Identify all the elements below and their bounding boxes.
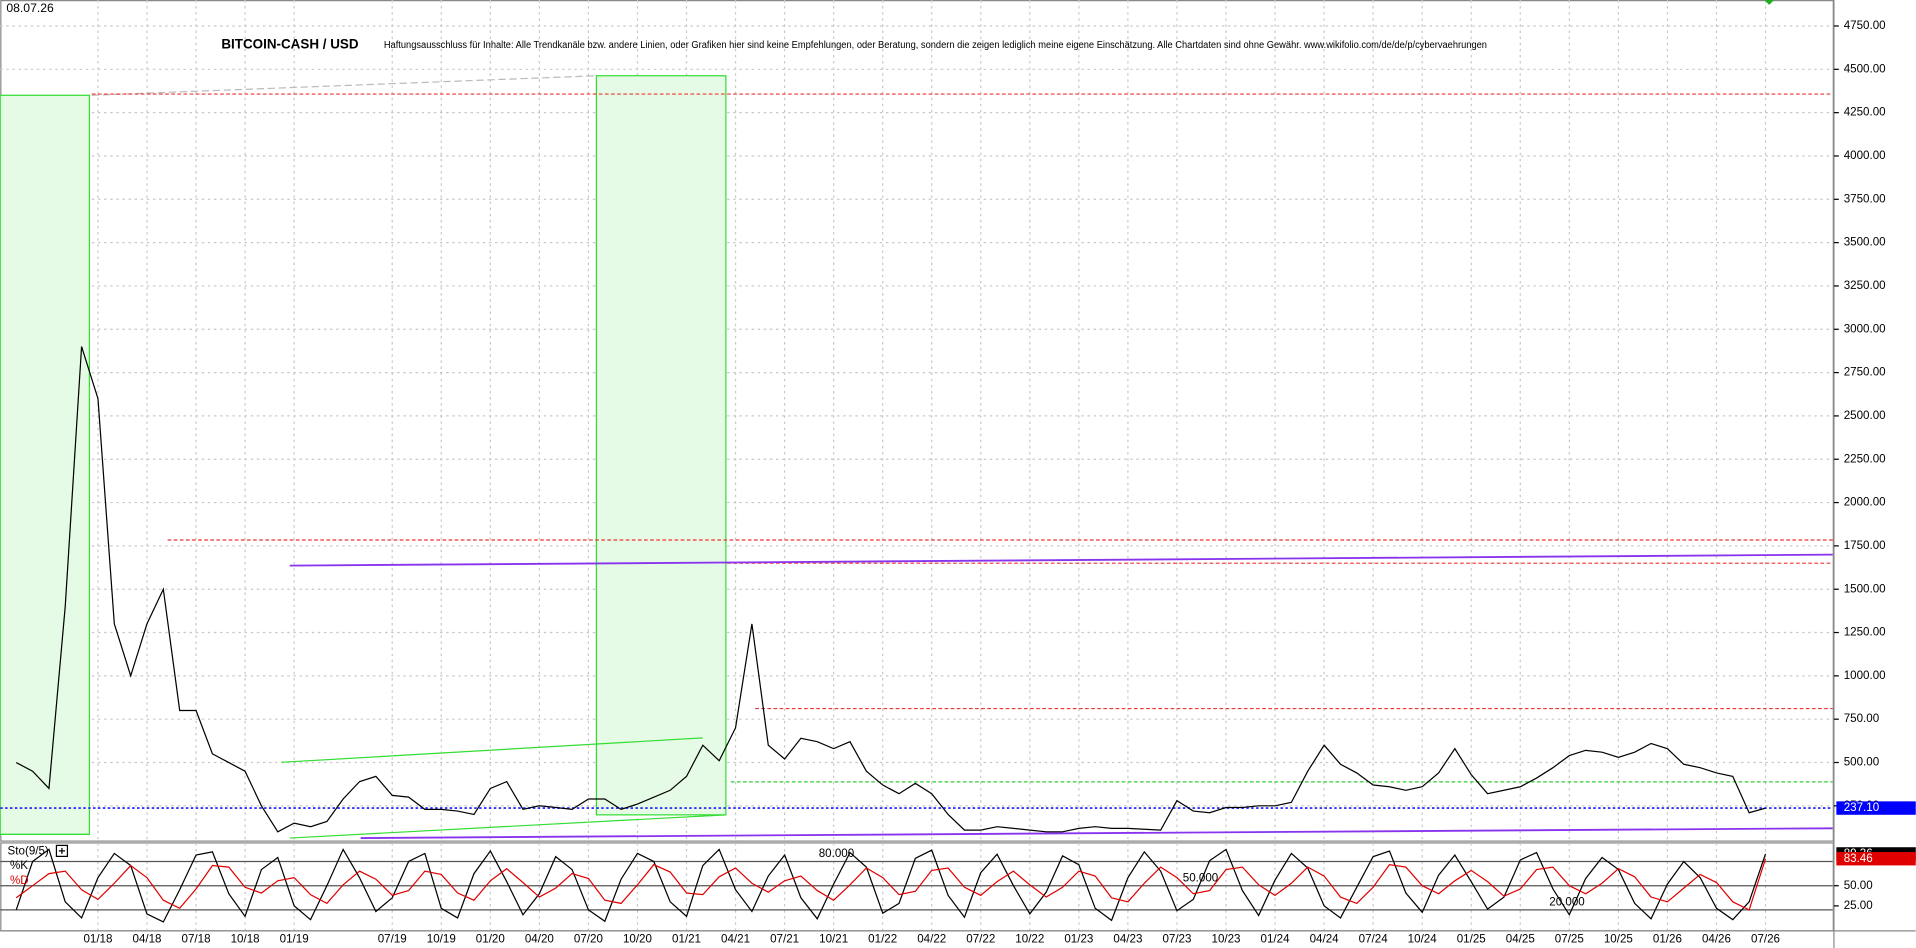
level-label: 80.000 (819, 847, 854, 860)
x-tick-label: 04/24 (1310, 933, 1340, 946)
y-tick-label: 1500.00 (1844, 582, 1886, 595)
y-tick-label: 4000.00 (1844, 149, 1886, 162)
value-box (1836, 851, 1916, 866)
x-tick-label: 04/20 (525, 933, 554, 946)
x-tick-label: 07/19 (378, 933, 407, 946)
y-tick-label: 1750.00 (1844, 539, 1886, 552)
x-tick-label: 01/23 (1064, 933, 1093, 946)
x-tick-label: 10/19 (427, 933, 456, 946)
x-tick-label: 07/20 (574, 933, 603, 946)
x-tick-label: 10/25 (1604, 933, 1633, 946)
x-tick-label: 10/20 (623, 933, 652, 946)
y-tick-label: 3750.00 (1844, 192, 1886, 205)
x-tick-label: 07/18 (182, 933, 211, 946)
x-tick-label: 10/24 (1408, 933, 1438, 946)
value-box (1836, 801, 1916, 815)
x-tick-label: 01/21 (672, 933, 701, 946)
x-tick-label: 10/21 (819, 933, 848, 946)
data-line (15, 848, 1767, 923)
x-tick-label: 01/25 (1457, 933, 1486, 946)
x-tick-label: 10/22 (1015, 933, 1044, 946)
y-tick-label: 2000.00 (1844, 496, 1886, 509)
highlight-box (595, 75, 727, 816)
value-box-label: 237.10 (1844, 801, 1879, 814)
x-tick-label: 04/18 (132, 933, 161, 946)
legend-label: %K (10, 859, 28, 872)
y-tick-label: 4500.00 (1844, 62, 1886, 75)
channel-line (289, 553, 1833, 567)
y-tick-label: 3000.00 (1844, 322, 1886, 335)
x-tick-label: 01/20 (476, 933, 505, 946)
marker (1764, 0, 1775, 5)
x-tick-label: 01/24 (1261, 933, 1291, 946)
channel-line (360, 827, 1833, 839)
y-tick-label: 25.00 (1844, 899, 1873, 912)
trend-line (289, 814, 726, 839)
date-label: 08.07.26 (6, 1, 54, 15)
plot (0, 346, 1833, 923)
data-line (15, 346, 1766, 833)
y-tick-label: 3500.00 (1844, 236, 1886, 249)
x-tick-label: 01/19 (280, 933, 309, 946)
x-tick-label: 01/18 (83, 933, 112, 946)
x-tick-label: 04/22 (917, 933, 946, 946)
x-tick-label: 07/25 (1555, 933, 1584, 946)
indicator-title: Sto(9/5) (8, 845, 49, 858)
plus-icon (58, 847, 65, 854)
y-tick-label: 1250.00 (1844, 626, 1886, 639)
chart-title: BITCOIN-CASH / USD (221, 37, 359, 52)
value-box-label: 83.46 (1844, 852, 1873, 865)
y-tick-label: 750.00 (1844, 712, 1879, 725)
level-label: 20.000 (1549, 896, 1584, 909)
x-tick-label: 04/25 (1506, 933, 1535, 946)
x-tick-label: 04/23 (1113, 933, 1142, 946)
y-tick-label: 4750.00 (1844, 19, 1886, 32)
y-tick-label: 1000.00 (1844, 669, 1886, 682)
y-tick-label: 2750.00 (1844, 366, 1886, 379)
y-tick-label: 2500.00 (1844, 409, 1886, 422)
y-tick-label: 2250.00 (1844, 452, 1886, 465)
x-tick-label: 07/26 (1751, 933, 1780, 946)
x-tick-label: 07/21 (770, 933, 799, 946)
x-tick-label: 04/21 (721, 933, 750, 946)
y-tick-label: 4250.00 (1844, 106, 1886, 119)
y-tick-label: 50.00 (1844, 879, 1873, 892)
y-tick-label: 500.00 (1844, 756, 1879, 769)
legend-label: %D (10, 874, 29, 887)
x-tick-label: 07/22 (966, 933, 995, 946)
trend-line (281, 737, 703, 763)
trend-line (91, 75, 597, 96)
data-line (15, 858, 1767, 911)
x-tick-label: 01/22 (868, 933, 897, 946)
x-tick-label: 04/26 (1702, 933, 1731, 946)
x-tick-label: 07/23 (1162, 933, 1191, 946)
labels: 01/18 04/18 07/18 10/18 01/19 07/19 10/19 01/20… (83, 19, 1916, 946)
x-tick-label: 07/24 (1359, 933, 1389, 946)
disclaimer: Haftungsausschluss für Inhalte: Alle Tre… (384, 40, 1487, 51)
x-tick-label: 10/23 (1212, 933, 1241, 946)
level-label: 50.000 (1183, 871, 1218, 884)
x-tick-label: 10/18 (231, 933, 260, 946)
x-tick-label: 01/26 (1653, 933, 1682, 946)
highlight-box (0, 94, 91, 835)
y-tick-label: 3250.00 (1844, 279, 1886, 292)
